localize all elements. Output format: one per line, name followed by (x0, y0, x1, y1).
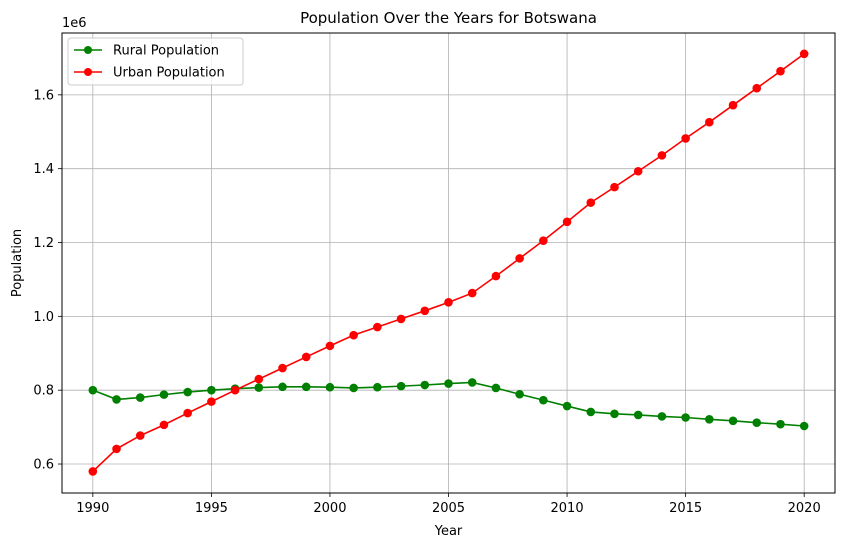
data-point-rural (728, 416, 738, 426)
data-point-rural (799, 421, 809, 431)
data-point-rural (562, 401, 572, 411)
data-point-rural (515, 389, 524, 399)
data-point-rural (657, 412, 667, 421)
x-axis-label: Year (434, 524, 463, 539)
data-point-urban (562, 217, 572, 227)
x-tick-label: 1990 (76, 501, 109, 516)
data-point-urban (88, 467, 98, 476)
data-point-rural (301, 382, 311, 392)
data-point-rural (135, 393, 145, 402)
x-tick-label: 2010 (551, 501, 584, 516)
x-tick-label: 2005 (432, 501, 465, 516)
data-point-urban (586, 198, 596, 207)
data-point-urban (467, 288, 477, 298)
legend-box (67, 37, 244, 86)
y-tick-label: 1.4 (33, 162, 54, 177)
legend-label-urban: Urban Population (113, 66, 225, 81)
x-tick-label: 2000 (313, 501, 346, 516)
data-point-urban (278, 363, 287, 373)
data-point-rural (278, 382, 287, 392)
legend-label-rural: Rural Population (113, 44, 219, 59)
data-point-rural (183, 387, 192, 397)
data-point-urban (728, 100, 738, 110)
data-point-rural (467, 378, 477, 387)
data-point-rural (325, 382, 335, 392)
series-urban (88, 49, 809, 476)
data-point-rural (254, 383, 264, 392)
data-point-urban (539, 236, 548, 245)
y-tick-label: 0.8 (33, 384, 54, 399)
data-point-rural (207, 385, 216, 395)
legend-marker-urban (84, 68, 92, 76)
data-point-urban (420, 306, 430, 316)
data-point-rural (88, 385, 98, 395)
data-point-urban (207, 397, 216, 406)
y-tick-label: 1.0 (33, 310, 54, 325)
data-point-rural (349, 383, 358, 393)
data-point-urban (610, 182, 619, 192)
data-point-rural (396, 381, 406, 391)
data-point-rural (491, 383, 501, 393)
legend-marker-rural (84, 46, 92, 54)
data-point-rural (539, 395, 548, 405)
data-point-rural (776, 419, 785, 429)
data-point-urban (373, 322, 382, 332)
data-point-urban (633, 166, 643, 176)
data-point-urban (349, 330, 358, 340)
x-axis-ticks: 1990 1995 2000 2005 2010 2015 2020 (76, 493, 821, 516)
y-offset-label: 1e6 (62, 16, 87, 31)
data-point-rural (112, 395, 121, 404)
data-point-urban (444, 298, 453, 307)
data-point-urban (776, 66, 785, 76)
y-axis-label: Population (10, 229, 25, 297)
data-point-urban (705, 117, 714, 127)
data-point-urban (752, 83, 762, 93)
data-point-rural (681, 413, 690, 422)
chart-title: Population Over the Years for Botswana (300, 9, 597, 27)
x-tick-label: 2020 (788, 501, 821, 516)
y-tick-label: 1.2 (33, 236, 54, 251)
data-point-rural (420, 380, 430, 390)
data-point-urban (515, 254, 524, 263)
data-point-rural (752, 418, 762, 427)
data-point-rural (159, 390, 169, 399)
data-point-urban (301, 352, 311, 362)
data-point-urban (325, 341, 335, 351)
grid-lines (62, 33, 835, 493)
y-tick-label: 0.6 (33, 458, 54, 473)
data-point-urban (681, 134, 690, 143)
data-point-urban (230, 385, 240, 395)
data-point-rural (705, 415, 714, 424)
y-axis-ticks: 0.6 0.8 1.0 1.2 1.4 1.6 (33, 88, 62, 473)
data-point-rural (586, 407, 596, 417)
series-layer (88, 49, 809, 476)
data-point-urban (135, 431, 145, 440)
data-point-urban (396, 314, 406, 324)
data-point-rural (610, 409, 619, 419)
data-point-rural (633, 410, 643, 420)
legend: Rural Population Urban Population (67, 37, 244, 86)
x-tick-label: 1995 (195, 501, 228, 516)
data-point-urban (657, 151, 667, 160)
data-point-urban (799, 49, 809, 59)
x-tick-label: 2015 (669, 501, 702, 516)
data-point-urban (254, 374, 264, 384)
data-point-urban (112, 444, 121, 454)
data-point-rural (373, 382, 382, 392)
data-point-rural (444, 379, 453, 388)
data-point-urban (159, 420, 169, 430)
y-tick-label: 1.6 (33, 88, 54, 103)
data-point-urban (183, 408, 192, 418)
data-point-urban (491, 271, 501, 281)
